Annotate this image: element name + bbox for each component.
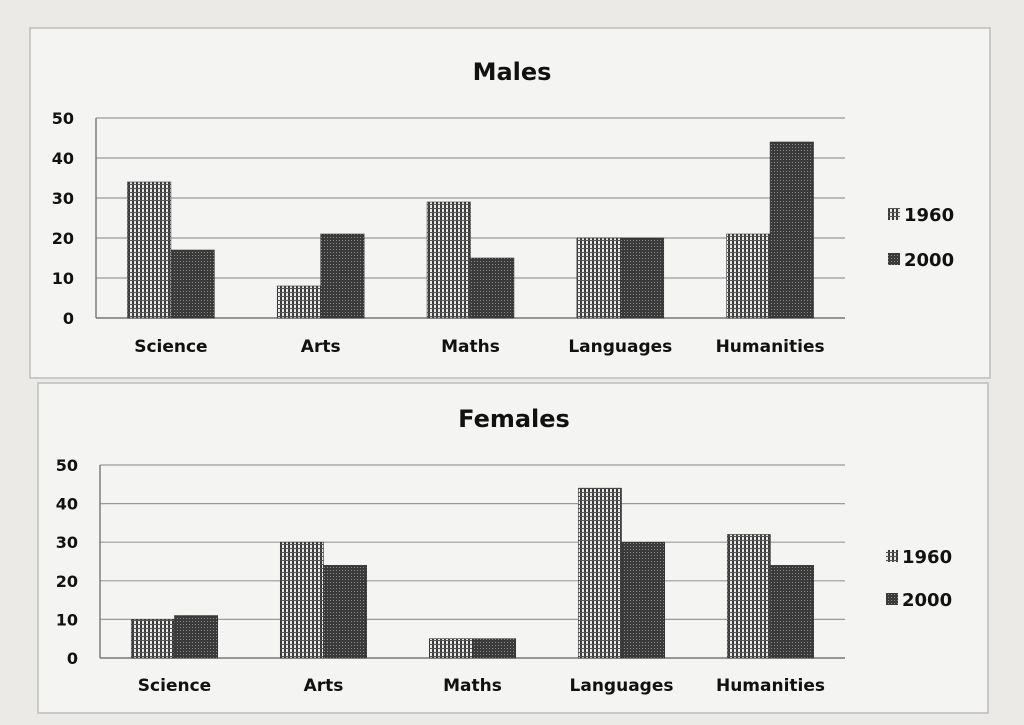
males-x-category-label: Science	[134, 337, 207, 357]
males-plot-area: 0 10 20 30 40 50 Science Arts Maths Languages Huma…	[52, 109, 845, 357]
females-bar-languages-1960	[577, 487, 622, 659]
females-y-tick-label: 0	[67, 649, 78, 668]
females-x-category-label: Languages	[570, 676, 674, 696]
males-y-tick-label: 10	[52, 269, 74, 288]
females-y-tick-label: 50	[56, 456, 78, 475]
males-bar-languages-2000	[619, 237, 665, 319]
females-legend-label-1960: 1960	[902, 547, 952, 568]
females-bar-science-2000	[174, 615, 219, 659]
females-y-tick-label: 30	[56, 533, 78, 552]
females-legend-swatch-1960	[886, 550, 898, 562]
males-bar-languages-1960	[576, 237, 621, 319]
males-bar-science-1960	[127, 181, 172, 319]
males-x-category-label: Languages	[568, 337, 672, 357]
females-plot-area: 0 10 20 30 40 50 Science Arts Maths Languages Huma…	[56, 456, 845, 696]
males-x-category-label: Humanities	[716, 337, 825, 357]
females-bar-maths-1960	[428, 638, 473, 659]
males-bar-humanities-2000	[769, 141, 814, 319]
males-bar-maths-1960	[426, 201, 471, 319]
females-y-tick-label: 10	[56, 610, 78, 629]
males-x-category-label: Arts	[301, 337, 341, 357]
females-bar-maths-2000	[472, 638, 517, 659]
females-bar-arts-2000	[323, 565, 368, 659]
females-chart-panel: Females 0 10 20 30 40 50 Science Arts Maths Langu…	[37, 382, 989, 714]
males-legend-swatch-2000	[888, 253, 900, 265]
females-y-tick-label: 20	[56, 572, 78, 591]
males-legend: 1960 2000	[888, 205, 954, 271]
males-y-tick-label: 0	[63, 309, 74, 328]
females-bar-languages-2000	[621, 541, 666, 659]
males-x-category-label: Maths	[441, 337, 500, 357]
females-bar-humanities-1960	[726, 534, 771, 659]
males-bar-science-2000	[170, 249, 215, 319]
males-bar-humanities-1960	[726, 233, 771, 319]
males-bar-arts-1960	[276, 285, 321, 319]
males-legend-swatch-1960	[888, 208, 900, 220]
females-legend-swatch-2000	[886, 593, 898, 605]
males-y-tick-label: 40	[52, 149, 74, 168]
females-chart-title: Females	[458, 405, 570, 433]
males-chart-title: Males	[473, 58, 552, 86]
males-legend-label-1960: 1960	[904, 205, 954, 226]
males-chart-frame	[29, 27, 991, 379]
females-bar-arts-1960	[279, 541, 324, 659]
females-legend-label-2000: 2000	[902, 590, 952, 611]
males-y-tick-label: 50	[52, 109, 74, 128]
males-legend-label-2000: 2000	[904, 250, 954, 271]
females-bar-science-1960	[130, 619, 175, 659]
females-y-tick-label: 40	[56, 495, 78, 514]
males-chart-panel: Males 0 10 20 30 40 50 Science Arts Maths Languag…	[29, 27, 991, 379]
males-y-tick-label: 30	[52, 189, 74, 208]
females-x-category-label: Humanities	[716, 676, 825, 696]
females-x-category-label: Arts	[304, 676, 344, 696]
females-x-category-label: Science	[138, 676, 211, 696]
females-bar-humanities-2000	[770, 565, 815, 659]
males-y-tick-label: 20	[52, 229, 74, 248]
females-legend: 1960 2000	[886, 547, 952, 611]
females-x-category-label: Maths	[443, 676, 502, 696]
males-bar-maths-2000	[470, 257, 515, 319]
males-bar-arts-2000	[320, 233, 365, 319]
